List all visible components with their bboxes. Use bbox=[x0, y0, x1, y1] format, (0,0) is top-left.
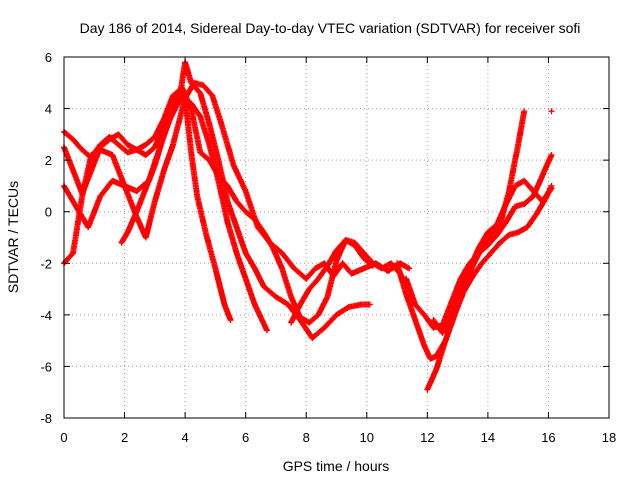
x-tick-label: 6 bbox=[242, 430, 249, 445]
series-outlier bbox=[548, 108, 555, 115]
x-tick-label: 8 bbox=[303, 430, 310, 445]
plot-frame bbox=[63, 56, 610, 419]
x-tick-label: 2 bbox=[121, 430, 128, 445]
y-tick-label: -8 bbox=[40, 411, 52, 426]
series-track-j bbox=[430, 177, 555, 336]
y-tick-label: -6 bbox=[40, 359, 52, 374]
series-track-e bbox=[118, 84, 413, 326]
x-tick-label: 4 bbox=[181, 430, 188, 445]
series-track-h bbox=[403, 152, 555, 331]
y-tick-label: -2 bbox=[40, 256, 52, 271]
y-tick-label: 4 bbox=[45, 102, 52, 117]
y-tick-label: 6 bbox=[45, 50, 52, 65]
series-track-i bbox=[424, 182, 555, 393]
axis-ticks: 0 2 4 6 8 10 12 14 16 18 -8 -6 -4 -2 0 2 4 6 bbox=[40, 50, 616, 445]
x-tick-label: 0 bbox=[60, 430, 67, 445]
y-tick-label: 0 bbox=[45, 205, 52, 220]
x-tick-label: 14 bbox=[481, 430, 495, 445]
x-tick-label: 18 bbox=[602, 430, 616, 445]
x-tick-label: 10 bbox=[360, 430, 374, 445]
y-tick-label: 2 bbox=[45, 153, 52, 168]
series-markers-track-e bbox=[118, 84, 413, 326]
series-markers-track-h bbox=[403, 152, 555, 331]
y-tick-label: -4 bbox=[40, 308, 52, 323]
x-axis-label: GPS time / hours bbox=[283, 458, 390, 474]
series-markers-track-i bbox=[424, 182, 555, 393]
data-series bbox=[61, 59, 555, 393]
x-tick-label: 16 bbox=[541, 430, 555, 445]
series-markers-track-j bbox=[430, 177, 555, 336]
series-track-f bbox=[288, 237, 376, 326]
y-axis-label: SDTVAR / TECUs bbox=[5, 181, 21, 293]
x-tick-label: 12 bbox=[420, 430, 434, 445]
series-markers-outlier bbox=[548, 108, 555, 115]
series-markers-track-f bbox=[288, 237, 376, 326]
chart-title: Day 186 of 2014, Sidereal Day-to-day VTE… bbox=[80, 20, 581, 36]
